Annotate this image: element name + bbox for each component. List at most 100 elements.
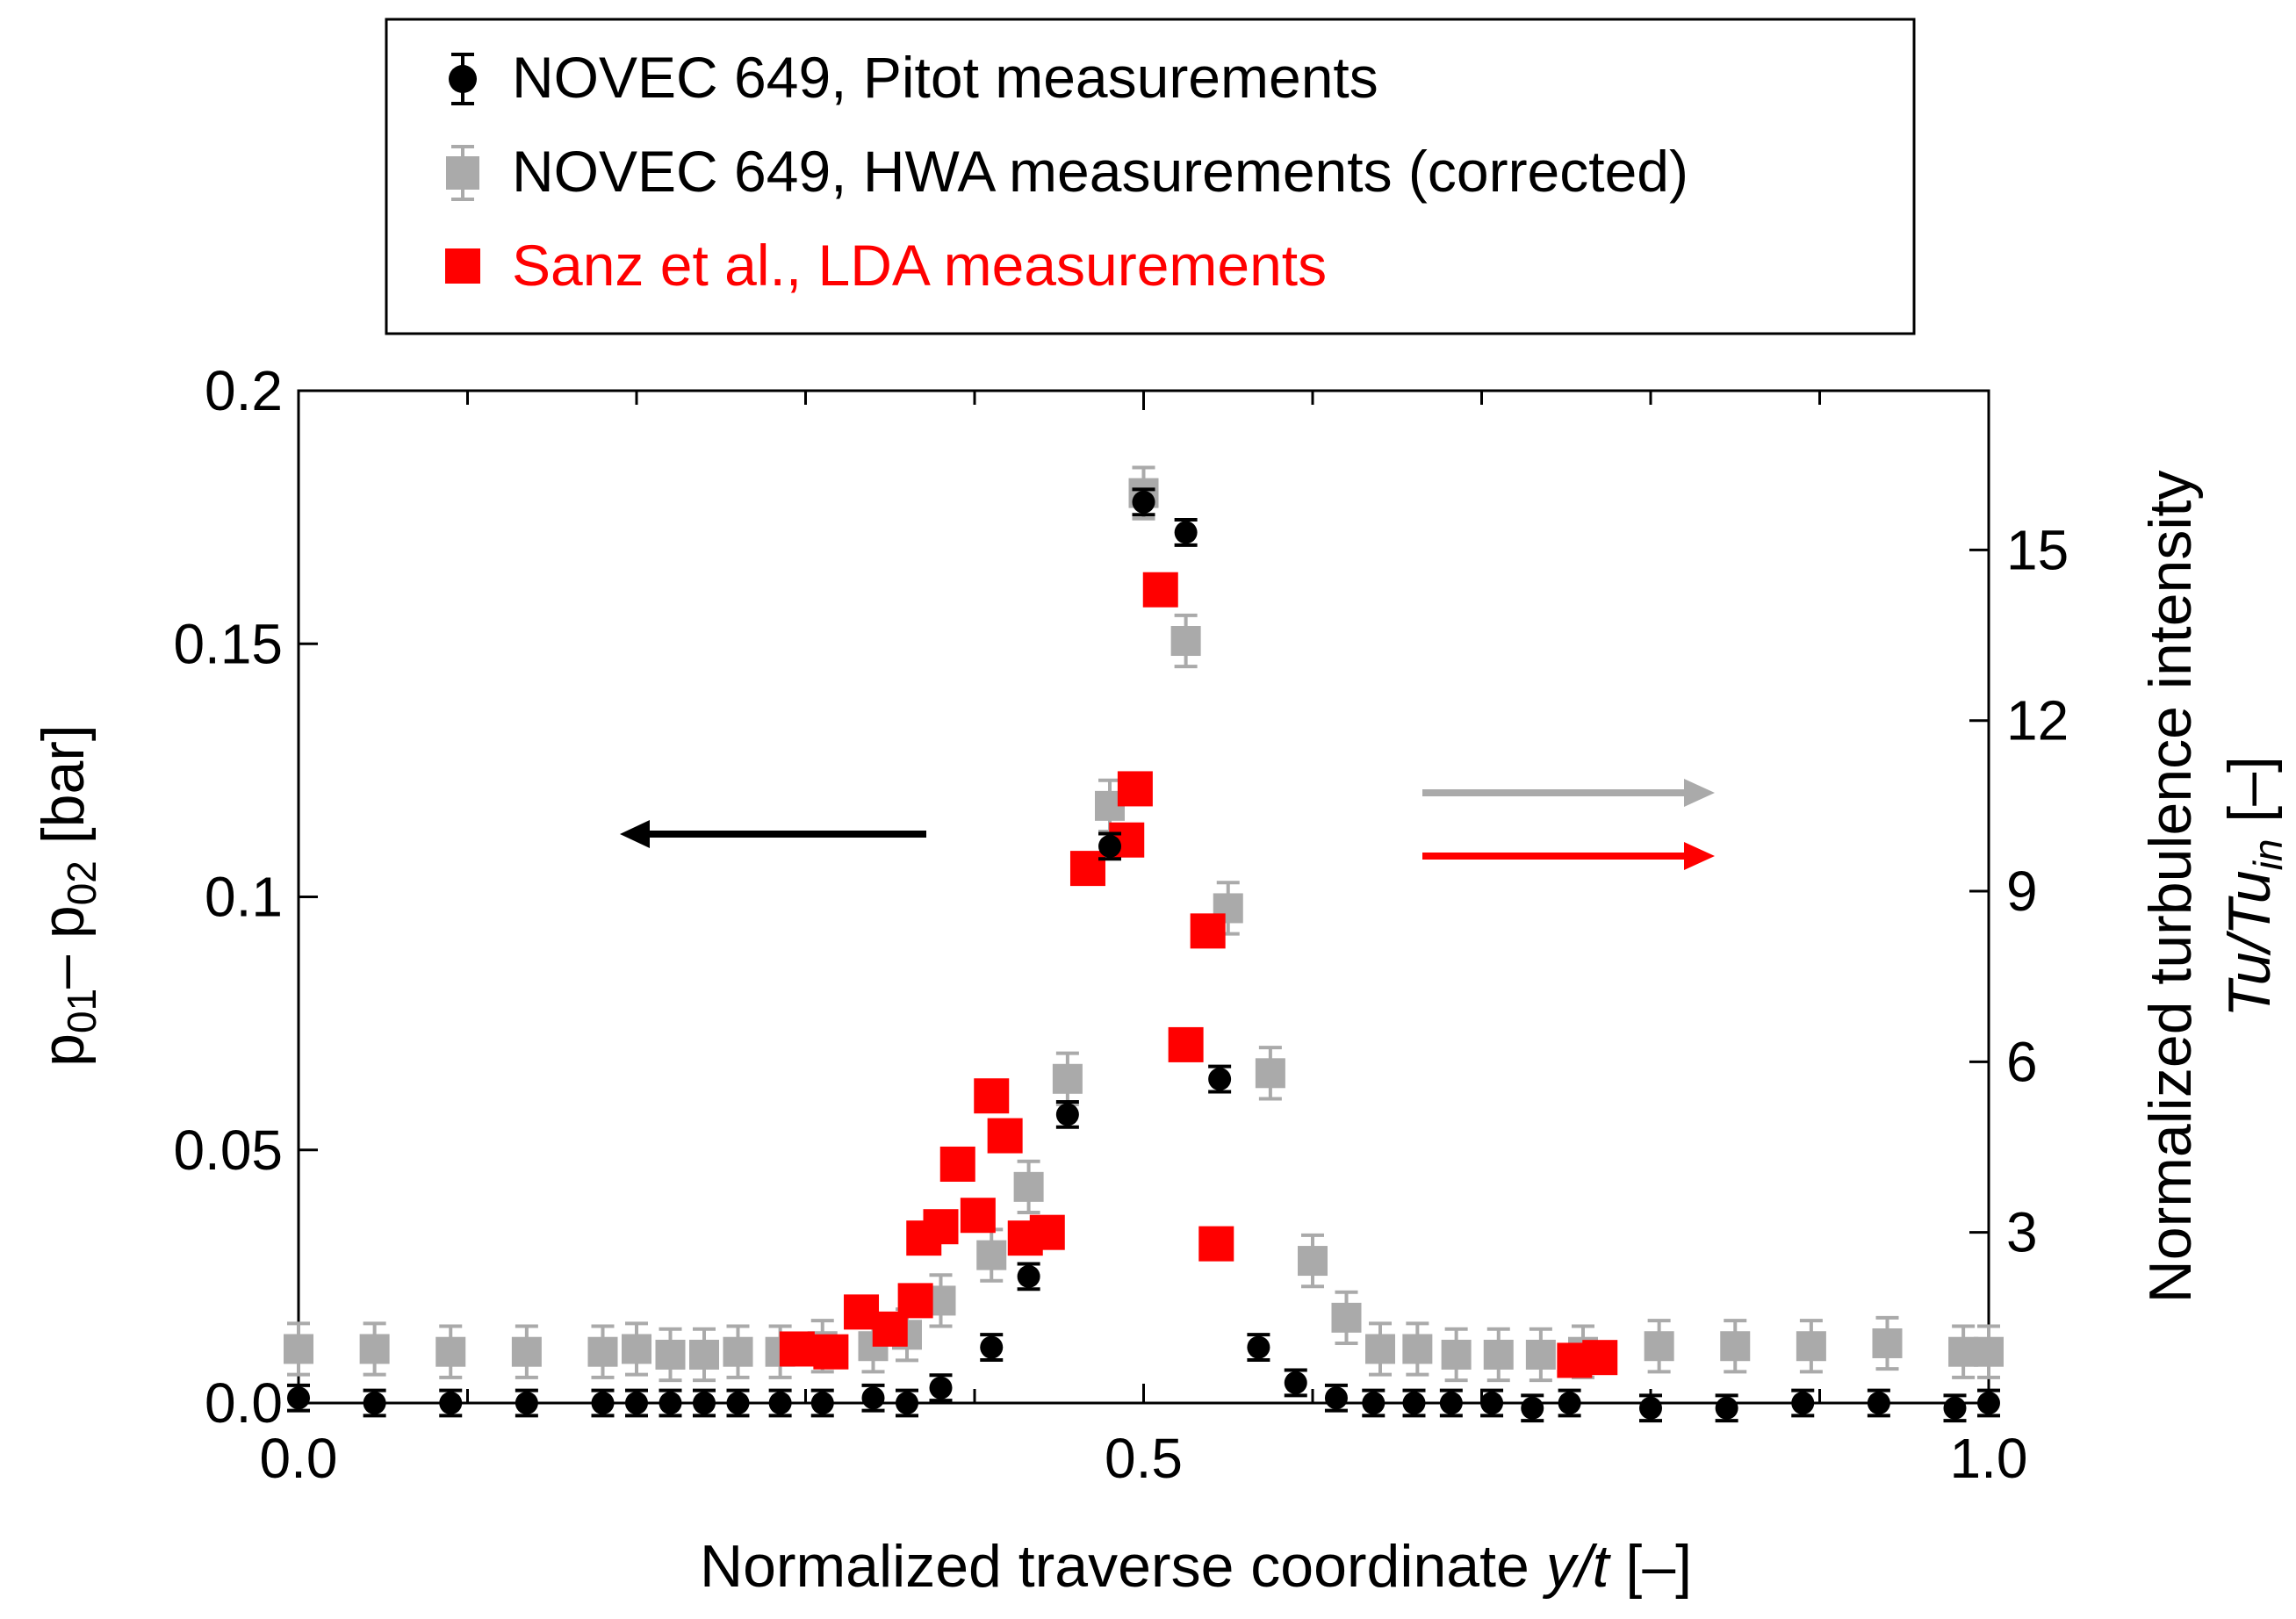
- pitot-point: [1558, 1392, 1581, 1414]
- pitot-point: [693, 1392, 716, 1414]
- y-right-tick-label: 9: [2006, 860, 2038, 923]
- hwa-point: [511, 1336, 542, 1367]
- pitot-point: [1362, 1392, 1386, 1414]
- legend-symbol-lda: [445, 248, 480, 284]
- y-left-tick-label: 0.05: [173, 1119, 283, 1182]
- lda-point: [1168, 1026, 1204, 1062]
- lda-point: [1029, 1214, 1065, 1250]
- pitot-point: [1324, 1386, 1348, 1410]
- pitot-point: [861, 1386, 885, 1410]
- pitot-point: [1098, 834, 1121, 858]
- hwa-point: [1170, 626, 1201, 657]
- hwa-point: [1441, 1339, 1472, 1370]
- y-left-tick-label: 0.1: [205, 866, 283, 929]
- y-axis-left-title: p01– p02 [bar]: [30, 724, 104, 1067]
- pitot-point: [726, 1392, 750, 1414]
- pitot-point: [1791, 1392, 1815, 1414]
- lda-point: [974, 1078, 1010, 1114]
- hwa-point: [1483, 1339, 1514, 1370]
- legend-symbol-pitot: [449, 65, 477, 93]
- hwa-point: [1872, 1328, 1903, 1358]
- hwa-point: [1974, 1336, 2004, 1367]
- lda-point: [1582, 1340, 1618, 1376]
- arrow-hwa-head: [1684, 779, 1715, 807]
- hwa-point: [1331, 1302, 1362, 1333]
- x-axis-title: Normalized traverse coordinate y/t [–]: [700, 1533, 1692, 1600]
- x-tick-label: 0.5: [1105, 1427, 1183, 1490]
- lda-point: [923, 1209, 959, 1245]
- hwa-point: [1365, 1334, 1395, 1364]
- lda-point: [939, 1146, 975, 1182]
- pitot-point: [1208, 1068, 1232, 1091]
- hwa-point: [1720, 1331, 1751, 1362]
- arrow-left-head: [620, 820, 650, 848]
- legend-label-pitot: NOVEC 649, Pitot measurements: [512, 45, 1378, 110]
- pitot-point: [591, 1392, 615, 1414]
- hwa-point: [587, 1336, 618, 1367]
- pitot-point: [810, 1392, 834, 1414]
- pitot-point: [515, 1392, 538, 1414]
- pitot-point: [1174, 521, 1198, 544]
- legend-frame: [385, 18, 1916, 335]
- x-tick-label: 0.0: [260, 1427, 338, 1490]
- arrow-right-axis-hwa: [1422, 779, 1715, 807]
- hwa-point: [1796, 1331, 1826, 1362]
- y-right-tick-label: 12: [2006, 689, 2069, 752]
- pitot-point: [1439, 1392, 1463, 1414]
- lda-point: [1069, 851, 1105, 887]
- pitot-point: [1715, 1396, 1738, 1420]
- hwa-point: [655, 1339, 686, 1370]
- hwa-point: [359, 1334, 390, 1364]
- lda-point: [960, 1198, 996, 1234]
- hwa-point: [284, 1334, 313, 1364]
- pitot-point: [1017, 1264, 1040, 1288]
- hwa-point: [1298, 1246, 1328, 1277]
- y-right-tick-label: 15: [2006, 518, 2069, 581]
- lda-point: [1190, 913, 1226, 949]
- axis-tick-labels: 0.0 0.5 1.0 0.0 0.05 0.1 0.15 0.2 3 6 9 12 15: [173, 359, 2069, 1490]
- hwa-point: [1255, 1058, 1285, 1089]
- series-pitot: [287, 487, 2000, 1423]
- hwa-point: [622, 1334, 651, 1364]
- pitot-point: [1055, 1103, 1079, 1126]
- arrow-left-axis: [620, 820, 926, 848]
- lda-point: [813, 1334, 849, 1370]
- lda-point: [779, 1331, 815, 1367]
- arrow-right-axis-lda: [1422, 842, 1715, 870]
- pitot-point: [1867, 1392, 1890, 1414]
- y-right-tick-label: 3: [2006, 1201, 2038, 1264]
- pitot-point: [1480, 1392, 1504, 1414]
- hwa-point: [1013, 1171, 1044, 1202]
- pitot-point: [1284, 1371, 1307, 1394]
- pitot-point: [363, 1392, 386, 1414]
- pitot-point: [1402, 1392, 1426, 1414]
- axis-ticks: [297, 389, 1990, 1405]
- lda-point: [1198, 1226, 1234, 1262]
- pitot-point: [659, 1392, 682, 1414]
- pitot-point: [439, 1392, 463, 1414]
- pitot-point: [768, 1392, 792, 1414]
- y-left-tick-label: 0.2: [205, 359, 283, 422]
- pitot-point: [1132, 490, 1155, 514]
- pitot-point: [1247, 1335, 1270, 1359]
- legend-label-hwa: NOVEC 649, HWA measurements (corrected): [512, 139, 1688, 204]
- y-right-tick-label: 6: [2006, 1030, 2038, 1093]
- pitot-point: [1521, 1396, 1544, 1420]
- y-axis-right-title-line2: Tu/Tuin [–]: [2216, 756, 2291, 1018]
- hwa-point: [1402, 1334, 1433, 1364]
- x-tick-label: 1.0: [1950, 1427, 2028, 1490]
- plot-area-frame: [297, 389, 1990, 1405]
- arrow-lda-head: [1684, 842, 1715, 870]
- pitot-point: [1943, 1396, 1967, 1420]
- lda-point: [987, 1118, 1023, 1154]
- hwa-point: [435, 1336, 466, 1367]
- legend: NOVEC 649, Pitot measurements NOVEC 649,…: [385, 18, 1916, 335]
- legend-symbol-hwa: [446, 156, 479, 190]
- lda-point: [1142, 572, 1178, 608]
- hwa-point: [1644, 1331, 1674, 1362]
- hwa-point: [1052, 1063, 1083, 1094]
- hwa-point: [1525, 1339, 1556, 1370]
- y-axis-right-title-line1: Normalized turbulence intensity: [2137, 471, 2204, 1304]
- pitot-point: [1977, 1392, 2000, 1414]
